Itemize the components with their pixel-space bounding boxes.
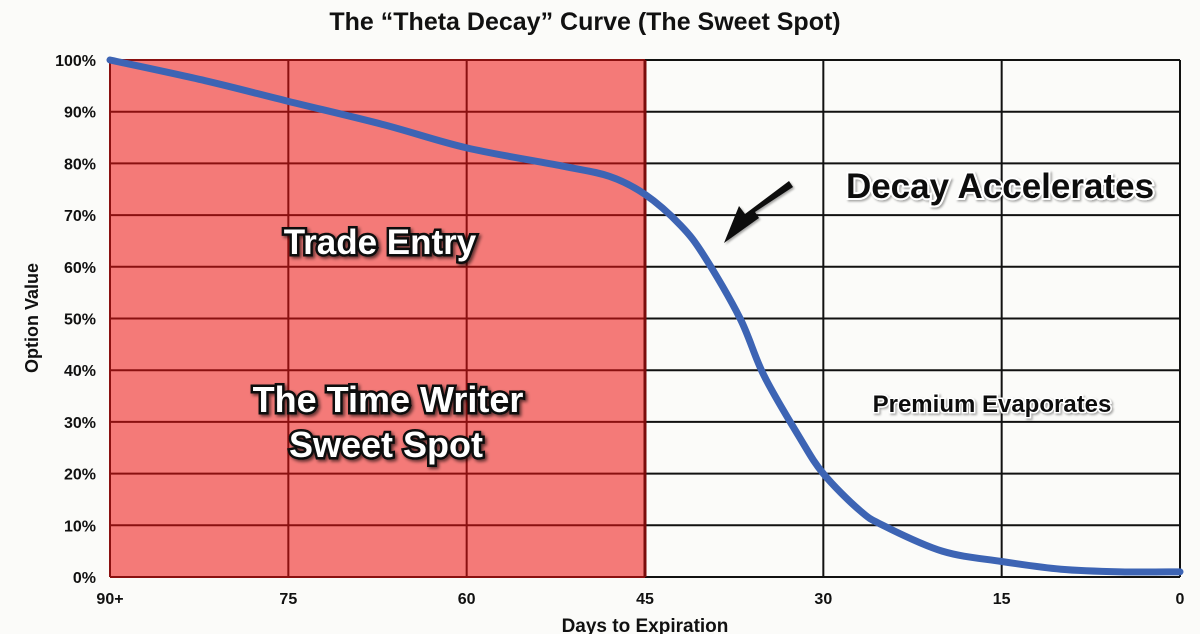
x-tick-label: 15 (993, 591, 1011, 608)
arrow-icon (724, 181, 793, 243)
x-tick-label: 90+ (96, 591, 123, 608)
annotation-trade-entry: Trade Entry (284, 223, 477, 262)
y-tick-label: 70% (64, 208, 96, 225)
y-tick-label: 40% (64, 363, 96, 380)
y-tick-label: 60% (64, 260, 96, 277)
x-tick-label: 30 (814, 591, 832, 608)
y-tick-label: 90% (64, 105, 96, 122)
annotation-sweet-spot: Sweet Spot (289, 424, 483, 465)
option-value-curve (106, 56, 1184, 576)
x-tick-label: 45 (636, 591, 654, 608)
x-tick-label: 60 (458, 591, 476, 608)
y-tick-label: 0% (73, 570, 96, 587)
annotation-decay-accelerates: Decay Accelerates (846, 167, 1154, 206)
y-tick-label: 30% (64, 415, 96, 432)
y-tick-label: 20% (64, 467, 96, 484)
annotation-premium-evaporates: Premium Evaporates (873, 391, 1112, 418)
chart-title: The “Theta Decay” Curve (The Sweet Spot) (329, 8, 840, 36)
annotation-time-writer: The Time Writer (253, 379, 524, 420)
x-tick-label: 75 (279, 591, 297, 608)
y-tick-label: 100% (55, 53, 96, 70)
y-tick-label: 10% (64, 518, 96, 535)
y-tick-label: 80% (64, 156, 96, 173)
x-tick-label: 0 (1176, 591, 1185, 608)
x-axis-label: Days to Expiration (562, 616, 729, 634)
y-tick-label: 50% (64, 312, 96, 329)
y-axis-label: Option Value (22, 263, 42, 373)
